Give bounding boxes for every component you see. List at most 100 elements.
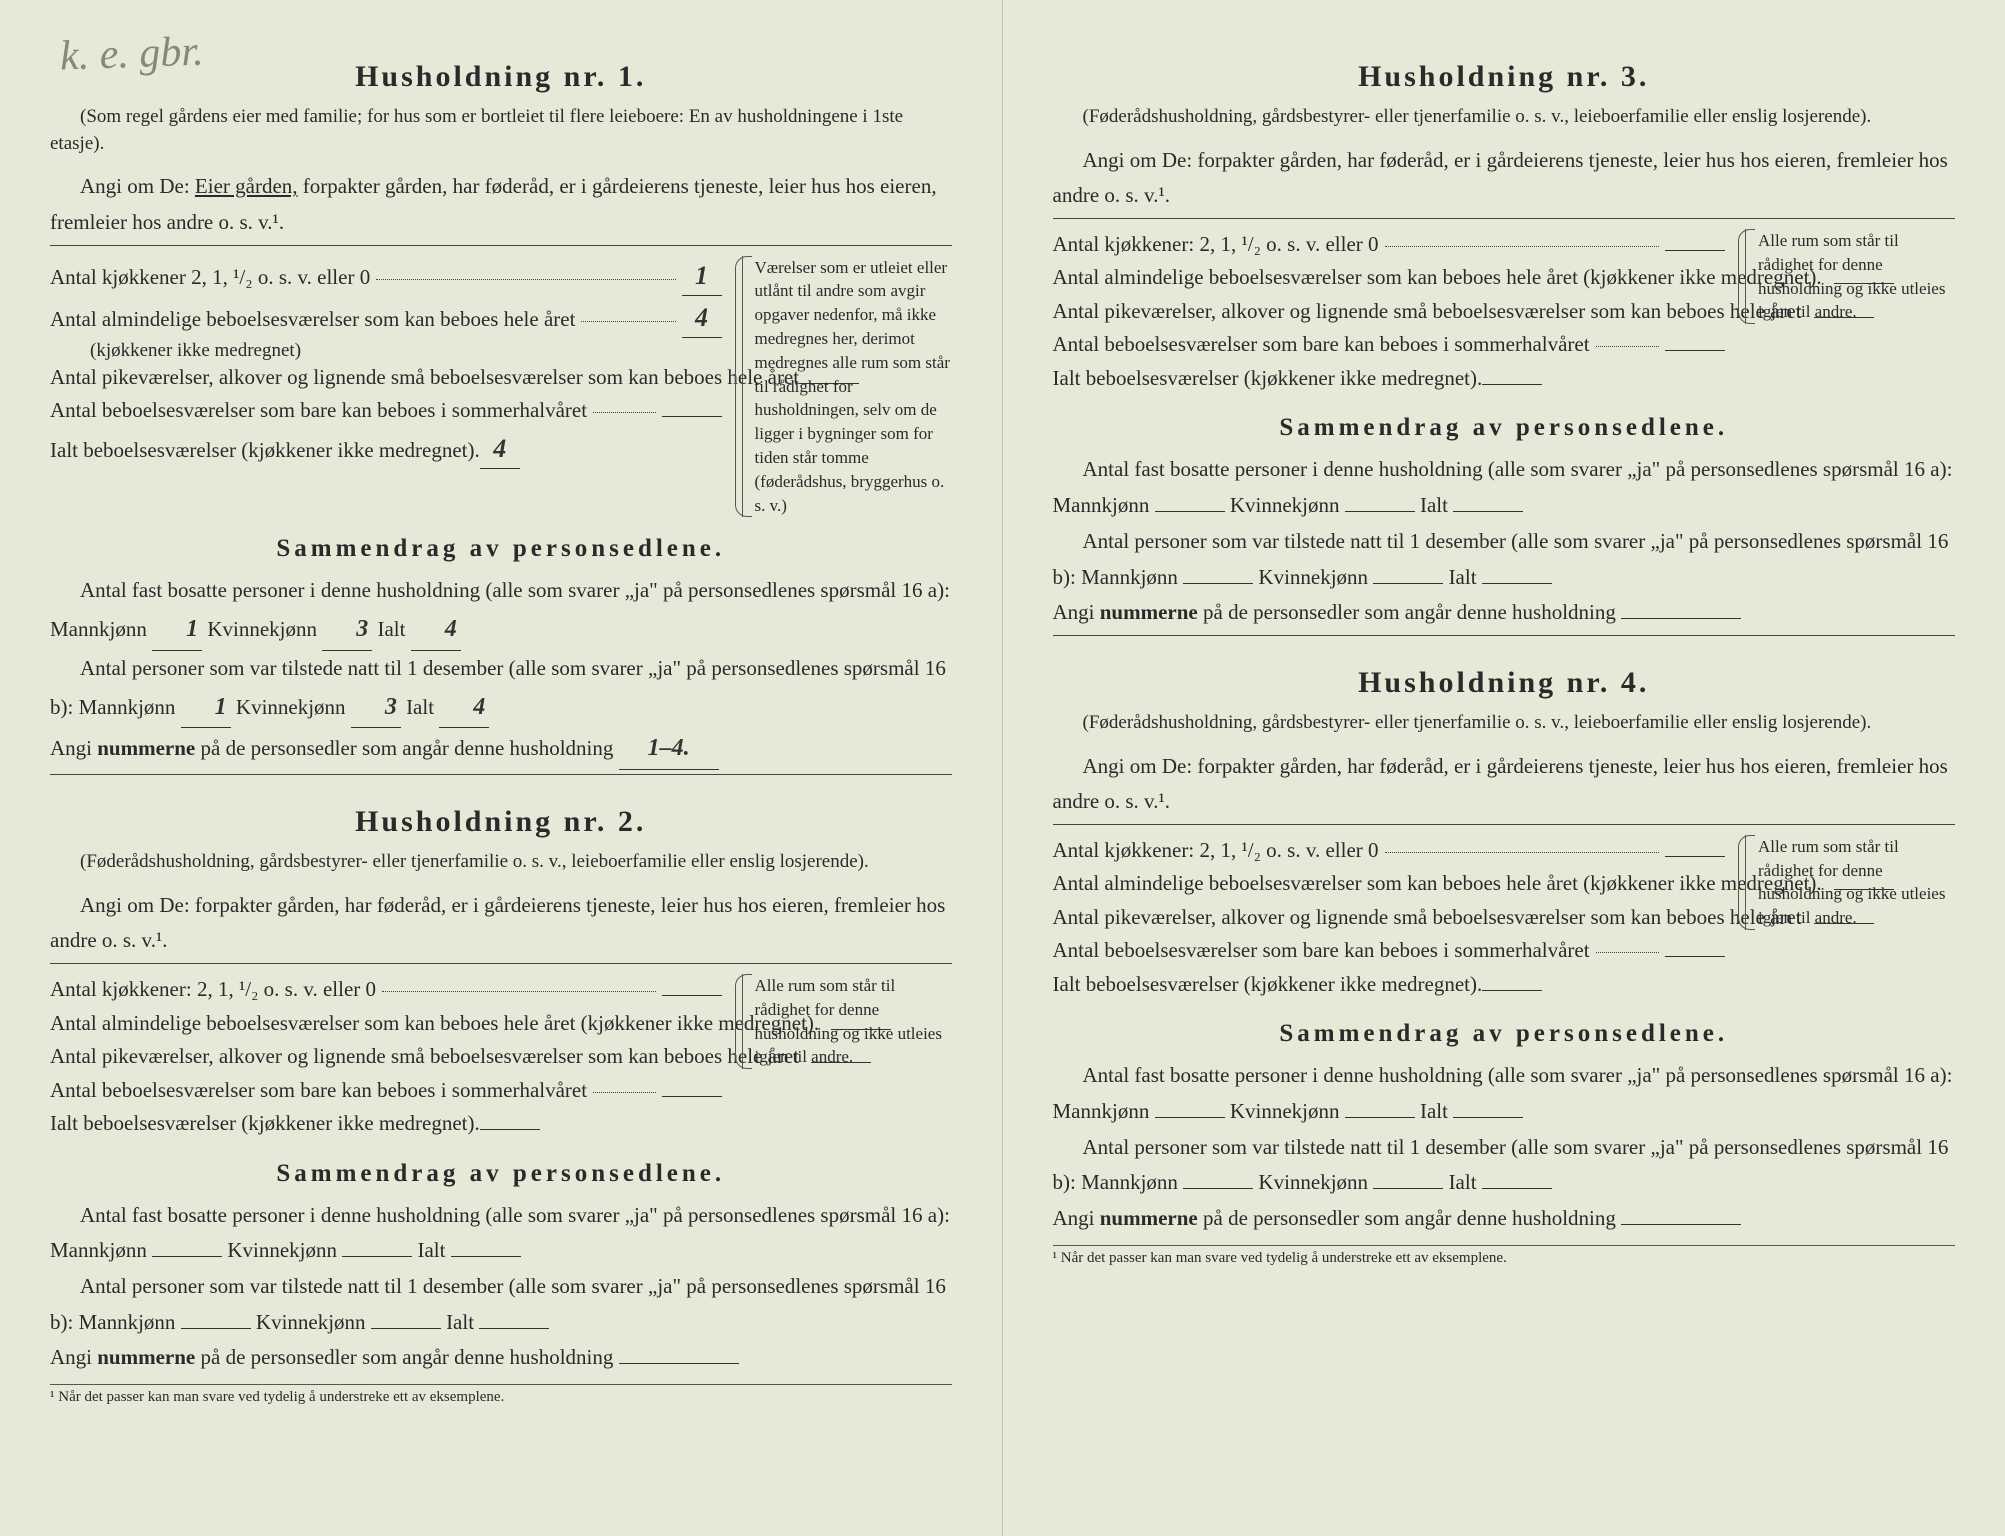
ialt-label: Ialt (1449, 1170, 1477, 1194)
h3-kitchens: Antal kjøkkener: 2, 1, ¹/₂ o. s. v. elle… (1053, 229, 1726, 261)
kvin-label: Kvinnekjønn (1258, 1170, 1368, 1194)
mann-label: Mannkjønn (1081, 565, 1178, 589)
ialt-label: Ialt (1449, 565, 1477, 589)
h1-num-val: 1–4. (619, 728, 719, 770)
h4-total-label: Ialt beboelsesværelser (kjøkkener ikke m… (1053, 969, 1483, 1001)
h2-kitchens-label: Antal kjøkkener: 2, 1, ¹/₂ o. s. v. elle… (50, 974, 376, 1006)
h2-kitchens-val (662, 995, 722, 996)
h4-kitchens: Antal kjøkkener: 2, 1, ¹/₂ o. s. v. elle… (1053, 835, 1726, 867)
h1-fast: Antal fast bosatte personer i denne hush… (50, 573, 952, 650)
h3-rooms-label: Antal almindelige beboelsesværelser som … (1053, 262, 1822, 294)
h4-num-rest: på de personsedler som angår denne husho… (1203, 1206, 1616, 1230)
h3-rooms-block: Antal kjøkkener: 2, 1, ¹/₂ o. s. v. elle… (1053, 229, 1956, 397)
h1-total-label: Ialt beboelsesværelser (kjøkkener ikke m… (50, 435, 480, 467)
h1-pike: Antal pikeværelser, alkover og lignende … (50, 362, 722, 394)
h4-footnote: ¹ Når det passer kan man svare ved tydel… (1053, 1245, 1956, 1267)
h3-pike: Antal pikeværelser, alkover og lignende … (1053, 296, 1726, 328)
h1-rooms: Antal almindelige beboelsesværelser som … (50, 298, 722, 338)
h2-side-note: Alle rum som står til rådighet for denne… (742, 974, 952, 1069)
h3-note: (Føderådshusholdning, gårdsbestyrer- ell… (1053, 104, 1956, 131)
h2-summer: Antal beboelsesværelser som bare kan beb… (50, 1075, 722, 1107)
h4-rule (1053, 824, 1956, 825)
h4-summer-val (1665, 956, 1725, 957)
mann-label: Mannkjønn (79, 1310, 176, 1334)
h3-fast-m (1155, 511, 1225, 512)
h4-tilst-m (1183, 1188, 1253, 1189)
h1-num-rest: på de personsedler som angår denne husho… (201, 736, 614, 760)
h4-angi: Angi om De: forpakter gården, har føderå… (1053, 749, 1956, 820)
dots (593, 412, 655, 413)
h2-title: Husholdning nr. 2. (50, 805, 952, 839)
kvin-label: Kvinnekjønn (256, 1310, 366, 1334)
h2-tilst-m (181, 1328, 251, 1329)
h2-fast: Antal fast bosatte personer i denne hush… (50, 1198, 952, 1269)
h3-tilst-k (1373, 583, 1443, 584)
h2-num-val (619, 1363, 739, 1364)
h2-fast-text: Antal fast bosatte personer i denne hush… (80, 1203, 950, 1227)
h3-total: Ialt beboelsesværelser (kjøkkener ikke m… (1053, 363, 1726, 395)
h1-tilst-i: 4 (439, 687, 489, 729)
h2-tilst-i (479, 1328, 549, 1329)
kvin-label: Kvinnekjønn (1230, 1099, 1340, 1123)
h1-pike-label: Antal pikeværelser, alkover og lignende … (50, 362, 799, 394)
h3-tilst: Antal personer som var tilstede natt til… (1053, 524, 1956, 595)
h1-kitchens-val: 1 (682, 256, 722, 296)
dots (376, 279, 675, 280)
h4-tilst: Antal personer som var tilstede natt til… (1053, 1130, 1956, 1201)
h1-rule (50, 245, 952, 246)
h2-summer-val (662, 1096, 722, 1097)
h4-sum-title: Sammendrag av personsedlene. (1053, 1020, 1956, 1048)
h3-summer-val (1665, 350, 1725, 351)
household-4: Husholdning nr. 4. (Føderådshusholdning,… (1053, 666, 1956, 1267)
kvin-label: Kvinnekjønn (1230, 493, 1340, 517)
h1-num: Angi nummerne på de personsedler som ang… (50, 728, 952, 770)
h1-fast-m: 1 (152, 609, 202, 651)
h2-num: Angi nummerne på de personsedler som ang… (50, 1340, 952, 1376)
household-2: Husholdning nr. 2. (Føderådshusholdning,… (50, 805, 952, 1406)
h4-tilst-text: Antal personer som var tilstede natt til… (1053, 1135, 1949, 1195)
h4-num-pre: Angi (1053, 1206, 1095, 1230)
h4-num-val (1621, 1224, 1741, 1225)
h2-num-rest: på de personsedler som angår denne husho… (201, 1345, 614, 1369)
h2-total-label: Ialt beboelsesværelser (kjøkkener ikke m… (50, 1108, 480, 1140)
h2-kitchens: Antal kjøkkener: 2, 1, ¹/₂ o. s. v. elle… (50, 974, 722, 1006)
h3-tilst-m (1183, 583, 1253, 584)
ialt-label: Ialt (446, 1310, 474, 1334)
h1-total-val: 4 (480, 429, 520, 469)
household-3: Husholdning nr. 3. (Føderådshusholdning,… (1053, 60, 1956, 636)
h2-rooms-label: Antal almindelige beboelsesværelser som … (50, 1008, 819, 1040)
h1-fast-text: Antal fast bosatte personer i denne hush… (80, 578, 950, 602)
h2-rooms-block: Antal kjøkkener: 2, 1, ¹/₂ o. s. v. elle… (50, 974, 952, 1142)
h3-title: Husholdning nr. 3. (1053, 60, 1956, 94)
h4-note: (Føderådshusholdning, gårdsbestyrer- ell… (1053, 710, 1956, 737)
h4-fast: Antal fast bosatte personer i denne hush… (1053, 1058, 1956, 1129)
h4-fast-text: Antal fast bosatte personer i denne hush… (1083, 1063, 1953, 1087)
h3-rooms-left: Antal kjøkkener: 2, 1, ¹/₂ o. s. v. elle… (1053, 229, 1726, 397)
h3-num-pre: Angi (1053, 600, 1095, 624)
h2-rule (50, 963, 952, 964)
mann-label: Mannkjønn (1053, 493, 1150, 517)
h2-total: Ialt beboelsesværelser (kjøkkener ikke m… (50, 1108, 722, 1140)
h4-fast-i (1453, 1117, 1523, 1118)
h4-summer: Antal beboelsesværelser som bare kan beb… (1053, 935, 1726, 967)
ialt-label: Ialt (1420, 1099, 1448, 1123)
ialt-label: Ialt (406, 695, 434, 719)
h3-total-val (1482, 384, 1542, 385)
h1-total: Ialt beboelsesværelser (kjøkkener ikke m… (50, 429, 722, 469)
h4-tilst-k (1373, 1188, 1443, 1189)
h1-side-note: Værelser som er utleiet eller utlånt til… (742, 256, 952, 518)
mann-label: Mannkjønn (50, 617, 147, 641)
h3-pike-label: Antal pikeværelser, alkover og lignende … (1053, 296, 1802, 328)
h3-num: Angi nummerne på de personsedler som ang… (1053, 595, 1956, 631)
h3-rule (1053, 218, 1956, 219)
h4-total: Ialt beboelsesværelser (kjøkkener ikke m… (1053, 969, 1726, 1001)
h3-num-val (1621, 618, 1741, 619)
h2-rooms: Antal almindelige beboelsesværelser som … (50, 1008, 722, 1040)
h2-fast-k (342, 1256, 412, 1257)
h4-rooms-label: Antal almindelige beboelsesværelser som … (1053, 868, 1822, 900)
ialt-label: Ialt (377, 617, 405, 641)
kvin-label: Kvinnekjønn (1258, 565, 1368, 589)
h3-fast-text: Antal fast bosatte personer i denne hush… (1083, 457, 1953, 481)
h1-kitchens-label: Antal kjøkkener 2, 1, ¹/₂ o. s. v. eller… (50, 262, 370, 294)
household-1: Husholdning nr. 1. (Som regel gårdens ei… (50, 60, 952, 775)
